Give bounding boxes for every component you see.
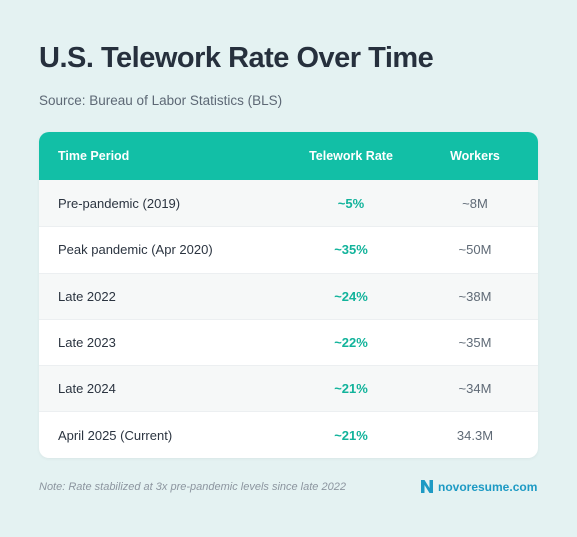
source-caption: Source: Bureau of Labor Statistics (BLS) bbox=[39, 93, 283, 108]
cell-workers: 34.3M bbox=[456, 427, 494, 443]
column-header-workers: Workers bbox=[450, 149, 500, 163]
cell-telework-rate: ~5% bbox=[337, 195, 365, 211]
cell-telework-rate: ~24% bbox=[334, 288, 368, 304]
table-header: Time Period Telework Rate Workers bbox=[39, 132, 538, 180]
cell-time-period: Peak pandemic (Apr 2020) bbox=[58, 242, 213, 258]
cell-time-period: Pre-pandemic (2019) bbox=[58, 195, 181, 211]
cell-workers: ~34M bbox=[458, 381, 492, 397]
page-title: U.S. Telework Rate Over Time bbox=[39, 42, 434, 74]
table-row: Pre-pandemic (2019) ~5% ~8M bbox=[39, 180, 538, 227]
cell-time-period: Late 2024 bbox=[58, 381, 116, 397]
brand-link[interactable]: novoresume.com bbox=[420, 479, 537, 494]
brand-name: novoresume.com bbox=[438, 479, 538, 494]
cell-workers: ~35M bbox=[458, 335, 492, 351]
cell-workers: ~50M bbox=[458, 242, 492, 258]
novoresume-logo-icon bbox=[420, 479, 434, 494]
column-header-telework-rate: Telework Rate bbox=[309, 149, 393, 163]
table-row: Late 2023 ~22% ~35M bbox=[39, 318, 538, 365]
table-row: Late 2024 ~21% ~34M bbox=[39, 365, 538, 412]
table-row: Late 2022 ~24% ~38M bbox=[39, 272, 538, 319]
cell-workers: ~8M bbox=[462, 195, 488, 211]
table-row: April 2025 (Current) ~21% 34.3M bbox=[39, 411, 538, 457]
table-row: Peak pandemic (Apr 2020) ~35% ~50M bbox=[39, 226, 538, 272]
footnote: Note: Rate stabilized at 3x pre-pandemic… bbox=[39, 481, 346, 493]
cell-workers: ~38M bbox=[458, 288, 492, 304]
column-header-time-period: Time Period bbox=[58, 149, 130, 163]
cell-telework-rate: ~35% bbox=[334, 242, 368, 258]
cell-telework-rate: ~21% bbox=[334, 381, 368, 397]
cell-time-period: Late 2022 bbox=[58, 288, 116, 304]
cell-telework-rate: ~21% bbox=[334, 427, 368, 443]
telework-table: Time Period Telework Rate Workers Pre-pa… bbox=[39, 132, 538, 458]
cell-time-period: April 2025 (Current) bbox=[58, 427, 173, 443]
cell-time-period: Late 2023 bbox=[58, 335, 116, 351]
table-body: Pre-pandemic (2019) ~5% ~8M Peak pandemi… bbox=[39, 180, 538, 458]
cell-telework-rate: ~22% bbox=[334, 335, 368, 351]
